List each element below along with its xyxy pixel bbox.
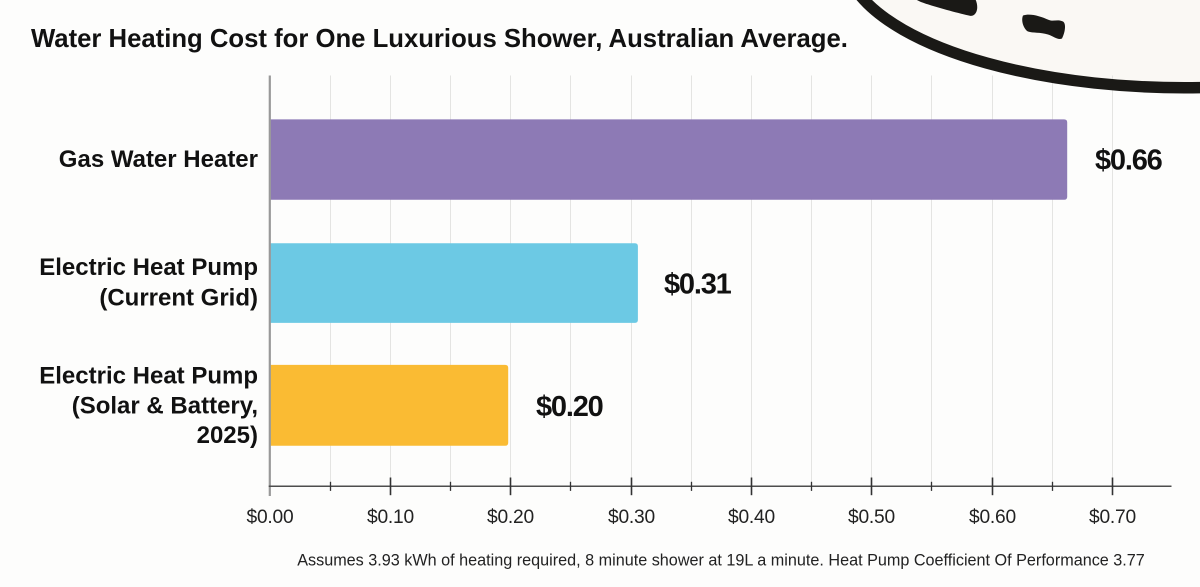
svg-text:Gas Water Heater: Gas Water Heater xyxy=(59,146,258,173)
svg-text:$0.20: $0.20 xyxy=(536,391,603,423)
svg-text:$0.70: $0.70 xyxy=(1089,507,1136,528)
svg-text:Electric Heat Pump: Electric Heat Pump xyxy=(39,254,258,281)
svg-text:$0.31: $0.31 xyxy=(664,269,732,301)
svg-text:Assumes 3.93 kWh of heating re: Assumes 3.93 kWh of heating required, 8 … xyxy=(297,552,1145,570)
svg-text:(Solar & Battery,: (Solar & Battery, xyxy=(72,392,258,419)
svg-text:$0.50: $0.50 xyxy=(848,507,895,528)
svg-text:Water Heating Cost for One Lux: Water Heating Cost for One Luxurious Sho… xyxy=(31,25,848,53)
svg-text:$0.00: $0.00 xyxy=(246,507,293,528)
svg-text:$0.60: $0.60 xyxy=(969,507,1016,528)
svg-text:$0.40: $0.40 xyxy=(728,507,775,528)
svg-text:2025): 2025) xyxy=(197,422,258,449)
svg-text:$0.20: $0.20 xyxy=(487,507,534,528)
svg-text:(Current Grid): (Current Grid) xyxy=(99,285,258,312)
svg-text:$0.30: $0.30 xyxy=(608,507,655,528)
svg-text:$0.10: $0.10 xyxy=(367,507,414,528)
svg-text:$0.66: $0.66 xyxy=(1095,145,1163,177)
svg-text:Electric Heat Pump: Electric Heat Pump xyxy=(39,363,258,390)
